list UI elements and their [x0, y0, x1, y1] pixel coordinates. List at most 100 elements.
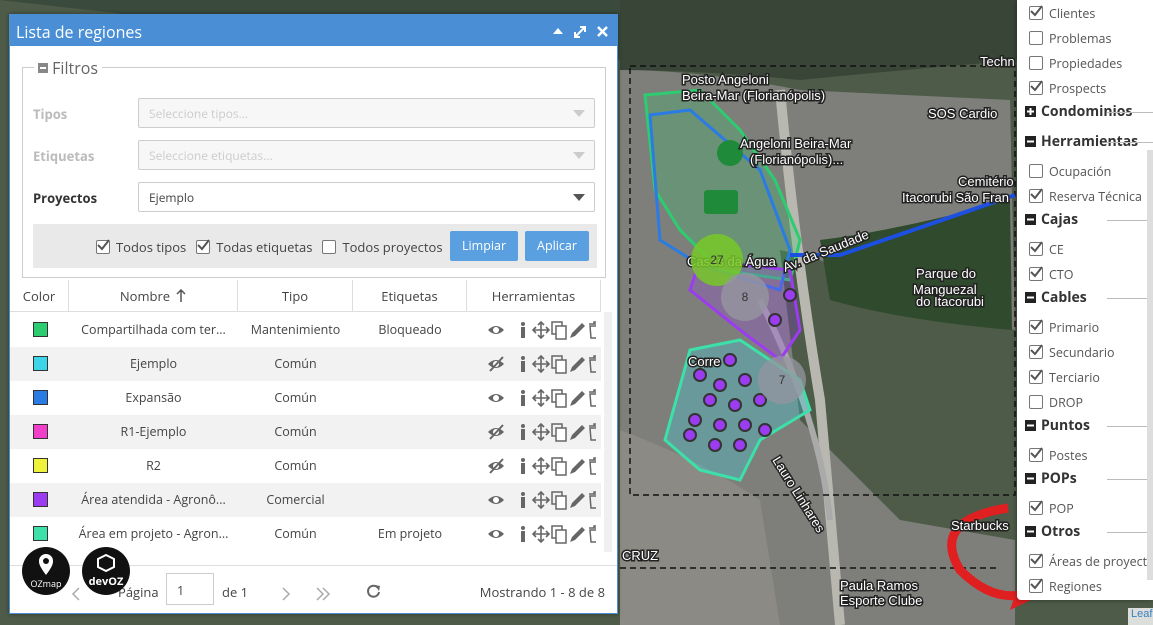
copy-icon — [555, 529, 567, 544]
filter-checkbox[interactable]: Todos proyectos — [322, 238, 443, 256]
checkbox[interactable] — [1029, 31, 1043, 45]
copy-icon — [555, 495, 567, 510]
apply-button[interactable]: Aplicar — [525, 231, 589, 261]
layer-item[interactable]: CTO — [1029, 266, 1073, 283]
toggle-icon — [1025, 473, 1036, 484]
checkbox[interactable] — [1029, 369, 1043, 384]
layer-group[interactable]: Otros — [1025, 522, 1080, 541]
layer-item[interactable]: Postes — [1029, 447, 1087, 464]
layer-item[interactable]: Terciario — [1029, 369, 1100, 386]
row-type: Común — [274, 389, 317, 406]
ozmap-logo[interactable]: OZmap — [22, 547, 70, 595]
layer-group[interactable]: Cables — [1025, 288, 1087, 307]
checkbox[interactable] — [1029, 56, 1043, 70]
row-name: Expansão — [125, 389, 182, 406]
color-swatch — [33, 424, 48, 439]
checkbox[interactable] — [1029, 164, 1043, 178]
arrow — [573, 110, 585, 117]
layer-item[interactable]: CE — [1029, 241, 1064, 258]
filters-fieldset — [22, 67, 606, 278]
map-attribution[interactable]: Leaf — [1128, 608, 1153, 625]
poi-marker[interactable] — [717, 140, 743, 166]
layer-item[interactable]: Secundario — [1029, 344, 1115, 361]
window-controls[interactable] — [550, 23, 612, 39]
checkbox[interactable] — [1029, 241, 1043, 256]
layer-group[interactable]: Puntos — [1025, 416, 1090, 435]
pop-marker[interactable] — [704, 190, 738, 214]
group-name: Herramientas — [1041, 132, 1139, 151]
checkbox[interactable] — [1029, 188, 1043, 203]
checkbox[interactable] — [1029, 447, 1043, 462]
layer-item[interactable]: DROP — [1029, 394, 1083, 411]
filter-checkbox[interactable]: Todas etiquetas — [196, 238, 312, 256]
checkbox[interactable] — [1029, 578, 1043, 593]
checkbox[interactable] — [96, 239, 110, 254]
refresh-icon[interactable] — [366, 583, 382, 599]
row-tools[interactable] — [486, 421, 596, 443]
checkbox[interactable] — [1029, 344, 1043, 359]
layer-item[interactable]: Clientes — [1029, 5, 1095, 22]
select-box[interactable]: Ejemplo — [138, 182, 595, 212]
layer-item[interactable]: Propiedades — [1029, 55, 1122, 72]
page-count: de 1 — [222, 583, 249, 601]
column-header[interactable]: Herramientas — [467, 280, 601, 312]
group-rule — [1107, 142, 1153, 143]
layer-group[interactable]: POPs — [1025, 469, 1077, 488]
clear-button[interactable]: Limpiar — [450, 231, 518, 261]
row-tools[interactable] — [486, 523, 596, 545]
layer-group[interactable]: Herramientas — [1025, 132, 1138, 151]
filters-legend[interactable]: Filtros — [34, 57, 102, 79]
layer-label: Reserva Técnica — [1049, 188, 1142, 205]
cluster[interactable] — [691, 234, 743, 286]
mangrove — [820, 200, 1012, 330]
checkbox[interactable] — [1029, 553, 1043, 568]
checkbox[interactable] — [1029, 266, 1043, 281]
cluster[interactable] — [721, 273, 769, 321]
row-tools[interactable] — [486, 455, 596, 477]
delete-icon — [589, 457, 596, 475]
column-header[interactable]: Etiquetas — [353, 280, 467, 312]
checkbox[interactable] — [1029, 5, 1043, 20]
row-tools[interactable] — [486, 387, 596, 409]
checkbox[interactable] — [1029, 319, 1043, 334]
checkbox[interactable] — [1029, 80, 1043, 95]
layer-item[interactable]: Ocupación — [1029, 163, 1111, 180]
devoz-logo[interactable]: devOZ — [82, 547, 130, 595]
checkbox[interactable] — [322, 240, 337, 254]
sort-arrow — [176, 288, 186, 302]
column-header[interactable]: Nombre — [69, 280, 238, 312]
group-name: Cables — [1041, 288, 1087, 307]
checkbox[interactable] — [196, 239, 211, 254]
checkbox[interactable] — [1029, 500, 1043, 515]
info-dot — [521, 322, 525, 326]
move-icon — [531, 490, 551, 510]
edit-icon — [570, 391, 585, 406]
cluster[interactable] — [758, 356, 806, 404]
layer-item[interactable]: Problemas — [1029, 30, 1111, 47]
layer-item[interactable]: Áreas de proyect — [1029, 553, 1147, 570]
layer-item[interactable]: Regiones — [1029, 578, 1102, 595]
layer-group[interactable]: Cajas — [1025, 210, 1078, 229]
checkbox[interactable] — [1029, 395, 1043, 409]
column-header[interactable]: Tipo — [238, 280, 353, 312]
region-polygon[interactable] — [643, 88, 802, 282]
header-text: Etiquetas — [381, 287, 438, 305]
layer-item[interactable]: Primario — [1029, 319, 1099, 336]
water — [620, 0, 1020, 80]
layer-item[interactable]: POP — [1029, 500, 1074, 517]
pager-arrows[interactable] — [65, 585, 335, 603]
row-tools[interactable] — [486, 319, 596, 341]
page-input[interactable]: 1 — [166, 573, 214, 605]
layer-item[interactable]: Prospects — [1029, 80, 1106, 97]
layer-label: Terciario — [1049, 369, 1100, 386]
column-header[interactable]: Color — [10, 280, 69, 312]
filter-checkbox[interactable]: Todos tipos — [96, 238, 186, 256]
row-name: R1-Ejemplo — [120, 423, 187, 440]
row-tools[interactable] — [486, 353, 596, 375]
row-tools[interactable] — [486, 489, 596, 511]
layer-group[interactable]: Condominios — [1025, 102, 1132, 121]
map-label: Techn — [980, 54, 1015, 69]
checkbox-label: Todas etiquetas — [216, 238, 313, 256]
layer-item[interactable]: Reserva Técnica — [1029, 188, 1142, 205]
group-name: POPs — [1041, 469, 1077, 488]
